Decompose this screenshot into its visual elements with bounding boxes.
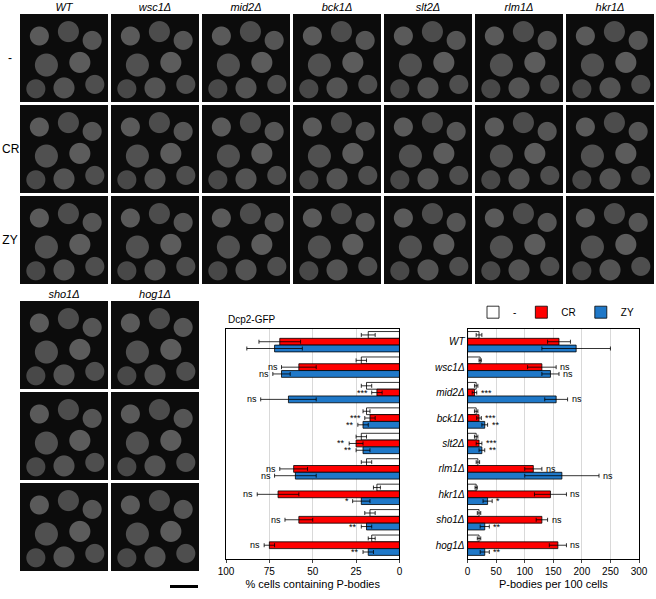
- svg-text:ns: ns: [271, 515, 281, 525]
- svg-text:100: 100: [218, 566, 235, 577]
- svg-text:ns: ns: [570, 540, 580, 550]
- svg-text:***: ***: [357, 388, 368, 398]
- svg-text:75: 75: [264, 566, 276, 577]
- svg-text:**: **: [489, 445, 497, 455]
- svg-text:ns: ns: [603, 471, 613, 481]
- html-text:hog1Δ: hog1Δ: [139, 288, 171, 300]
- svg-text:**: **: [349, 522, 357, 532]
- svg-text:**: **: [493, 522, 501, 532]
- svg-text:0: 0: [397, 566, 403, 577]
- svg-text:**: **: [351, 547, 359, 557]
- svg-text:ns: ns: [243, 489, 253, 499]
- svg-text:200: 200: [574, 566, 591, 577]
- html-text:WT: WT: [55, 1, 73, 13]
- svg-text:ns: ns: [261, 471, 271, 481]
- svg-text:hkr1Δ: hkr1Δ: [438, 489, 464, 500]
- svg-text:mid2Δ: mid2Δ: [436, 387, 465, 398]
- svg-text:**: **: [493, 547, 501, 557]
- html-text:wsc1Δ: wsc1Δ: [138, 1, 172, 13]
- svg-text:% cells containing P-bodies: % cells containing P-bodies: [245, 578, 380, 590]
- svg-text:WT: WT: [449, 336, 465, 347]
- svg-text:**: **: [337, 438, 345, 448]
- svg-text:CR: CR: [561, 307, 575, 318]
- html-text:hkr1Δ: hkr1Δ: [595, 1, 625, 13]
- svg-text:Dcp2-GFP: Dcp2-GFP: [228, 314, 276, 325]
- svg-text:-: -: [513, 307, 516, 318]
- svg-text:ns: ns: [546, 464, 556, 474]
- svg-text:ns: ns: [250, 540, 260, 550]
- svg-text:50: 50: [491, 566, 503, 577]
- svg-text:ZY: ZY: [621, 307, 634, 318]
- svg-text:0: 0: [465, 566, 471, 577]
- html-text:ZY: ZY: [2, 233, 18, 247]
- svg-text:**: **: [492, 420, 500, 430]
- svg-text:hog1Δ: hog1Δ: [436, 540, 465, 551]
- svg-text:*: *: [345, 496, 349, 506]
- svg-text:ns: ns: [247, 394, 257, 404]
- html-text:CR: CR: [2, 142, 20, 156]
- svg-text:ns: ns: [560, 362, 570, 372]
- html-text:sho1Δ: sho1Δ: [48, 288, 80, 300]
- svg-text:ns: ns: [572, 394, 582, 404]
- svg-text:100: 100: [516, 566, 533, 577]
- svg-text:ns: ns: [552, 515, 562, 525]
- svg-text:P-bodies per 100 cells: P-bodies per 100 cells: [499, 578, 608, 590]
- html-text:rlm1Δ: rlm1Δ: [504, 1, 534, 13]
- svg-text:**: **: [346, 420, 354, 430]
- svg-text:**: **: [344, 445, 352, 455]
- svg-text:***: ***: [485, 413, 496, 423]
- svg-text:***: ***: [486, 438, 497, 448]
- svg-text:300: 300: [631, 566, 648, 577]
- svg-text:ns: ns: [268, 362, 278, 372]
- svg-text:*: *: [496, 496, 500, 506]
- svg-text:25: 25: [351, 566, 363, 577]
- svg-text:***: ***: [481, 388, 492, 398]
- svg-text:ns: ns: [259, 369, 269, 379]
- svg-text:250: 250: [602, 566, 619, 577]
- html-text:mid2Δ: mid2Δ: [230, 1, 262, 13]
- svg-text:wsc1Δ: wsc1Δ: [435, 362, 465, 373]
- svg-text:ns: ns: [563, 369, 573, 379]
- svg-text:50: 50: [307, 566, 319, 577]
- svg-text:ns: ns: [570, 489, 580, 499]
- svg-text:ns: ns: [266, 464, 276, 474]
- html-text:bck1Δ: bck1Δ: [321, 1, 353, 13]
- svg-text:slt2Δ: slt2Δ: [442, 438, 465, 449]
- html-text:slt2Δ: slt2Δ: [415, 1, 441, 13]
- svg-text:rlm1Δ: rlm1Δ: [438, 463, 464, 474]
- svg-text:sho1Δ: sho1Δ: [436, 514, 465, 525]
- svg-text:***: ***: [350, 413, 361, 423]
- svg-text:bck1Δ: bck1Δ: [437, 413, 465, 424]
- svg-text:150: 150: [545, 566, 562, 577]
